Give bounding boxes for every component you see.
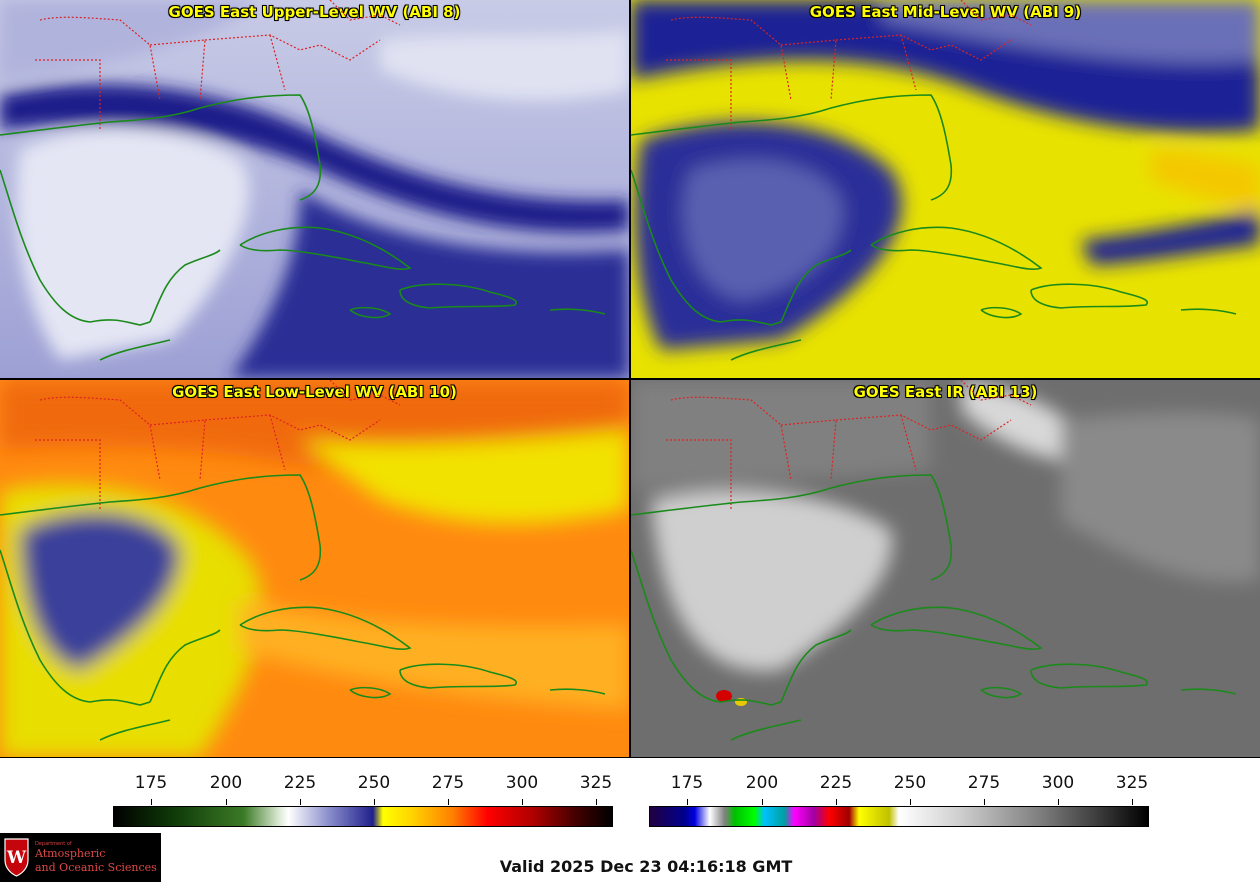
panel-title: GOES East Low-Level WV (ABI 10): [172, 383, 457, 401]
upper-level-wv-image: [0, 0, 629, 378]
colorbar-tick-label: 275: [431, 773, 465, 793]
colorbar-tick-mark: [762, 799, 763, 805]
colorbar-tick-label: 325: [1115, 773, 1149, 793]
colorbar-water-vapor: 175 200 225 250 275 300 325: [113, 758, 613, 828]
colorbar-tick-label: 225: [819, 773, 853, 793]
colorbar-tick-mark: [687, 799, 688, 805]
low-level-wv-image: [0, 380, 629, 758]
svg-text:W: W: [6, 848, 27, 868]
colorbar-gradient: [113, 806, 613, 827]
panel-divider-horizontal: [0, 378, 1260, 380]
colorbar-tick-label: 250: [893, 773, 927, 793]
colorbar-tick-label: 200: [745, 773, 779, 793]
colorbar-tick-label: 275: [967, 773, 1001, 793]
colorbar-tick-mark: [300, 799, 301, 805]
colorbar-tick-label: 175: [670, 773, 704, 793]
panel-mid-level-wv: GOES East Mid-Level WV (ABI 9): [631, 0, 1260, 378]
aos-logo: W Department of Atmospheric and Oceanic …: [0, 833, 161, 882]
colorbar-tick-label: 300: [505, 773, 539, 793]
colorbar-gradient: [649, 806, 1149, 827]
colorbar-tick-mark: [836, 799, 837, 805]
colorbar-tick-mark: [910, 799, 911, 805]
colorbar-tick-mark: [1058, 799, 1059, 805]
panel-title: GOES East Upper-Level WV (ABI 8): [168, 3, 461, 21]
logo-line-1: Atmospheric: [35, 847, 106, 860]
colorbar-tick-mark: [596, 799, 597, 805]
colorbar-tick-label: 250: [357, 773, 391, 793]
mid-level-wv-image: [631, 0, 1260, 378]
panel-title: GOES East Mid-Level WV (ABI 9): [809, 3, 1082, 21]
colorbar-tick-mark: [374, 799, 375, 805]
colorbar-tick-mark: [151, 799, 152, 805]
colorbar-tick-label: 300: [1041, 773, 1075, 793]
panel-low-level-wv: GOES East Low-Level WV (ABI 10): [0, 380, 629, 758]
colorbar-tick-label: 200: [209, 773, 243, 793]
colorbar-tick-label: 225: [283, 773, 317, 793]
colorbar-tick-mark: [448, 799, 449, 805]
colorbar-tick-mark: [1132, 799, 1133, 805]
panel-title: GOES East IR (ABI 13): [853, 383, 1038, 401]
panel-bottom-border: [0, 757, 1260, 758]
logo-line-2: and Oceanic Sciences: [35, 861, 157, 874]
colorbar-tick-label: 325: [579, 773, 613, 793]
colorbar-infrared: 175 200 225 250 275 300 325: [649, 758, 1149, 828]
panel-upper-level-wv: GOES East Upper-Level WV (ABI 8): [0, 0, 629, 378]
colorbar-tick-mark: [984, 799, 985, 805]
colorbar-tick-label: 175: [134, 773, 168, 793]
panel-ir: GOES East IR (ABI 13): [631, 380, 1260, 758]
colorbar-tick-mark: [522, 799, 523, 805]
ir-image: [631, 380, 1260, 758]
uw-crest-icon: W: [4, 838, 29, 877]
colorbar-tick-mark: [226, 799, 227, 805]
logo-dept-text: Department of: [35, 841, 72, 847]
valid-time: Valid 2025 Dec 23 04:16:18 GMT: [499, 857, 793, 876]
